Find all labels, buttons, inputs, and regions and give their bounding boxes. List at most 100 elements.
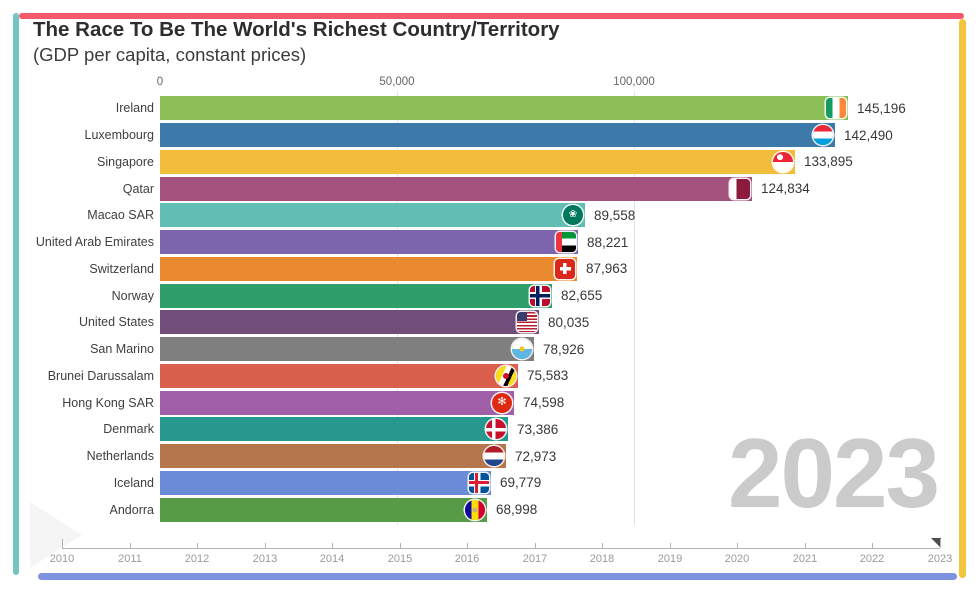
timeline-year-label: 2010 <box>49 553 75 565</box>
country-label: Denmark <box>103 422 154 437</box>
gridline <box>634 92 635 525</box>
timeline-tick <box>62 539 63 548</box>
bar-row: Singapore 133,895 <box>0 149 978 176</box>
timeline-slider[interactable]: 2010 2011 2012 2013 2014 2015 2016 2017 2018 2019… <box>50 536 952 574</box>
timeline-tick <box>670 543 671 548</box>
value-label: 73,386 <box>517 421 559 437</box>
bar-row: Iceland 69,779 <box>0 470 978 497</box>
bar[interactable] <box>160 230 578 255</box>
timeline-tick <box>265 543 266 548</box>
bar[interactable] <box>160 176 752 201</box>
value-label: 75,583 <box>527 368 569 384</box>
bar-row: Ireland 145,196 <box>0 95 978 122</box>
bar-row: Netherlands 72,973 <box>0 443 978 470</box>
bar-row: Denmark 73,386 <box>0 416 978 443</box>
value-label: 72,973 <box>515 448 557 464</box>
timeline-year-label: 2016 <box>454 553 480 565</box>
bar[interactable] <box>160 310 539 335</box>
country-label: Brunei Darussalam <box>47 368 154 383</box>
flag-ae-icon <box>556 232 576 253</box>
flag-lu-icon <box>813 125 833 146</box>
country-label: Netherlands <box>86 449 154 464</box>
bar[interactable] <box>160 417 508 442</box>
timeline-track[interactable] <box>62 548 940 549</box>
bar-row: Brunei Darussalam 75,583 <box>0 363 978 390</box>
country-label: Iceland <box>113 475 154 490</box>
bar-row: United States 80,035 <box>0 309 978 336</box>
timeline-tick <box>467 543 468 548</box>
flag-us-icon <box>517 312 537 333</box>
timeline-tick <box>332 543 333 548</box>
flag-bn-icon <box>496 365 516 386</box>
flag-no-icon <box>530 285 550 306</box>
bar-row: San Marino 78,926 <box>0 336 978 363</box>
bar[interactable] <box>160 337 534 362</box>
bar[interactable] <box>160 283 552 308</box>
bar[interactable] <box>160 203 585 228</box>
country-label: Andorra <box>109 502 154 517</box>
x-axis-tick: 0 <box>156 76 164 88</box>
value-label: 68,998 <box>496 502 538 518</box>
value-label: 78,926 <box>543 341 585 357</box>
timeline-year-label: 2021 <box>792 553 818 565</box>
timeline-tick <box>940 539 941 548</box>
frame-top-border <box>19 13 964 19</box>
timeline-year-label: 2018 <box>589 553 615 565</box>
frame-right-border <box>959 19 966 578</box>
bar[interactable] <box>160 149 795 174</box>
chart-subtitle: (GDP per capita, constant prices) <box>33 44 307 65</box>
timeline-tick <box>130 543 131 548</box>
value-label: 82,655 <box>561 288 603 304</box>
timeline-year-label: 2011 <box>118 553 142 565</box>
country-label: Qatar <box>122 181 154 196</box>
x-axis-tick: 50,000 <box>379 76 415 88</box>
bar[interactable] <box>160 123 835 148</box>
frame-left-border <box>13 13 19 575</box>
country-label: Macao SAR <box>87 208 154 223</box>
country-label: Ireland <box>115 101 154 116</box>
bar-row: Macao SAR 89,558 <box>0 202 978 229</box>
value-label: 74,598 <box>523 395 565 411</box>
bar[interactable] <box>160 470 491 495</box>
flag-sm-icon <box>512 339 532 360</box>
bar[interactable] <box>160 363 518 388</box>
value-label: 89,558 <box>594 207 636 223</box>
value-label: 87,963 <box>586 261 628 277</box>
country-label: Singapore <box>97 154 154 169</box>
flag-is-icon <box>469 472 489 493</box>
bar[interactable] <box>160 390 514 415</box>
timeline-year-label: 2017 <box>522 553 548 565</box>
timeline-tick <box>602 543 603 548</box>
timeline-year-label: 2014 <box>319 553 345 565</box>
bar[interactable] <box>160 256 577 281</box>
bar[interactable] <box>160 497 487 522</box>
bar[interactable] <box>160 96 848 121</box>
country-label: Switzerland <box>89 261 154 276</box>
country-label: Norway <box>111 288 154 303</box>
flag-qa-icon <box>730 178 750 199</box>
country-label: Hong Kong SAR <box>62 395 154 410</box>
value-label: 145,196 <box>857 100 906 116</box>
flag-ie-icon <box>826 98 846 119</box>
timeline-year-label: 2020 <box>724 553 750 565</box>
bar[interactable] <box>160 444 506 469</box>
bar-row: Norway 82,655 <box>0 282 978 309</box>
bar-row: Luxembourg 142,490 <box>0 122 978 149</box>
year-watermark: 2023 <box>727 418 940 528</box>
x-axis-tick: 100,000 <box>613 76 655 88</box>
timeline-year-label: 2023 <box>927 553 953 565</box>
timeline-tick <box>400 543 401 548</box>
bar-row: Qatar 124,834 <box>0 175 978 202</box>
country-label: United Arab Emirates <box>35 235 154 250</box>
country-label: Luxembourg <box>84 128 155 143</box>
flag-nl-icon <box>484 446 504 467</box>
chart-title: The Race To Be The World's Richest Count… <box>33 18 560 41</box>
timeline-handle[interactable] <box>931 538 941 548</box>
flag-ch-icon <box>555 258 575 279</box>
bar-row: Hong Kong SAR 74,598 <box>0 389 978 416</box>
flag-sg-icon <box>773 151 793 172</box>
bar-row: Andorra 68,998 <box>0 496 978 523</box>
flag-ad-icon <box>465 499 485 520</box>
timeline-year-label: 2019 <box>657 553 683 565</box>
